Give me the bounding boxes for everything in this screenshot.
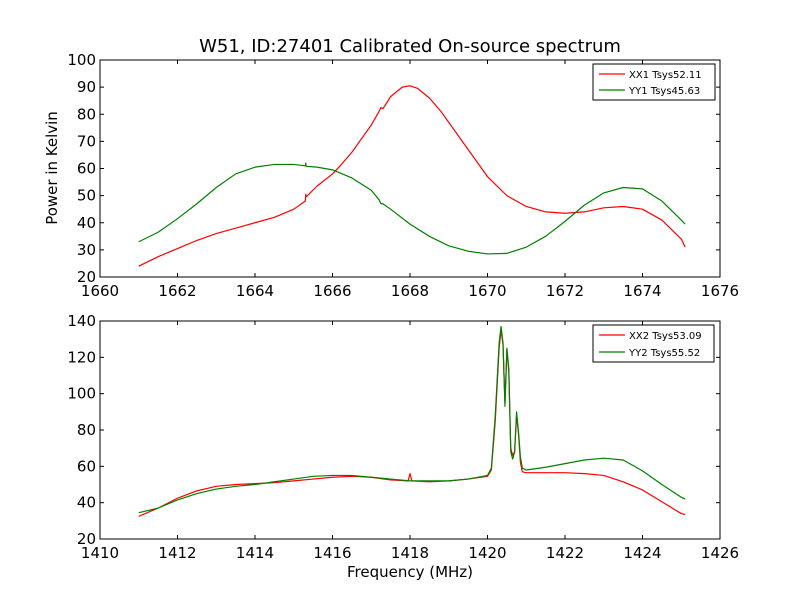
y-tick-label: 80 [77,421,96,439]
x-tick-label: 1676 [701,282,739,300]
x-tick-label: 1670 [468,282,506,300]
top-legend-box [592,63,716,101]
x-tick-label: 1412 [158,544,196,562]
legend-label-yy1: YY1 Tsys45.63 [628,86,700,97]
x-tick-label: 1426 [701,544,739,562]
y-tick-label: 30 [77,241,96,259]
top-series [138,85,686,267]
y-tick-label: 90 [77,78,96,96]
top-axes-border [99,59,721,278]
y-tick-label: 60 [77,160,96,178]
y-tick-label: 140 [67,312,96,330]
legend-label-xx2: XX2 Tsys53.09 [629,331,702,342]
y-tick-label: 50 [77,187,96,205]
x-tick-label: 1666 [313,282,351,300]
bottom-legend: XX2 Tsys53.09 YY2 Tsys55.52 [592,324,715,363]
y-tick-label: 80 [77,105,96,123]
x-tick-label: 1414 [236,544,274,562]
bottom-x-axis-label: Frequency (MHz) [347,563,473,581]
x-tick-label: 1672 [546,282,584,300]
legend-label-yy2: YY2 Tsys55.52 [628,348,700,359]
legend-label-xx1: XX1 Tsys52.11 [629,70,702,81]
bottom-legend-box [592,324,715,363]
y-tick-label: 70 [77,132,96,150]
y-tick-label: 60 [77,457,96,475]
y-tick-label: 100 [67,51,96,69]
chart-title: W51, ID:27401 Calibrated On-source spect… [199,36,621,57]
series-line-yy1 [138,162,686,255]
x-tick-label: 1416 [313,544,351,562]
x-tick-label: 1668 [391,282,429,300]
x-tick-label: 1420 [468,544,506,562]
top-panel: 1660 1662 1664 1666 1668 1670 1672 1674 1676 20 30… [43,51,739,300]
bottom-ticks: 1410 1412 1414 1416 1418 1420 1422 1424 1426 20 40… [67,312,739,562]
top-y-axis-label: Power in Kelvin [43,111,61,225]
x-tick-label: 1662 [158,282,196,300]
bottom-panel: 1410 1412 1414 1416 1418 1420 1422 1424 1426 20 40… [67,312,739,581]
x-tick-label: 1422 [546,544,584,562]
bottom-series [138,325,686,517]
y-tick-label: 120 [67,348,96,366]
series-line-yy2 [138,325,686,514]
y-tick-label: 100 [67,385,96,403]
y-tick-label: 20 [77,530,96,548]
x-tick-label: 1664 [236,282,274,300]
y-tick-label: 40 [77,214,96,232]
x-tick-label: 1410 [81,544,119,562]
y-tick-label: 40 [77,494,96,512]
x-tick-label: 1660 [81,282,119,300]
x-tick-label: 1418 [391,544,429,562]
top-legend: XX1 Tsys52.11 YY1 Tsys45.63 [592,63,716,101]
series-line-xx1 [138,85,686,267]
x-tick-label: 1674 [623,282,661,300]
top-ticks: 1660 1662 1664 1666 1668 1670 1672 1674 1676 20 30… [67,51,739,300]
y-tick-label: 20 [77,268,96,286]
x-tick-label: 1424 [623,544,661,562]
bottom-axes-border [99,320,721,540]
